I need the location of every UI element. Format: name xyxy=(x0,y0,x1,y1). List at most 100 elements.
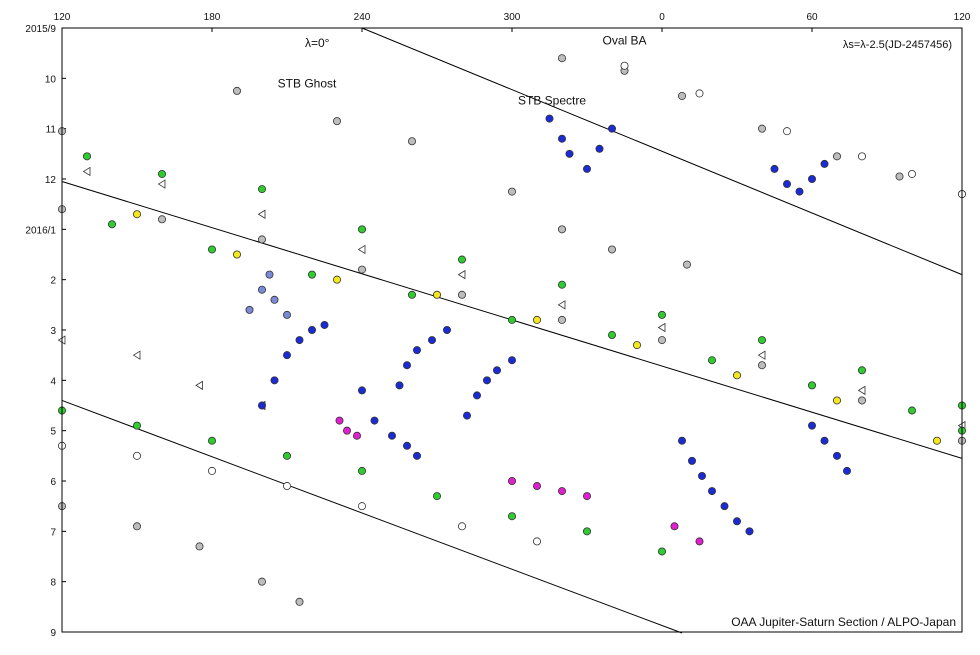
data-point xyxy=(533,315,542,324)
data-point-triangle xyxy=(132,350,141,360)
x-tick-labels: 120180240300060120180 xyxy=(54,12,971,23)
data-point xyxy=(683,260,692,269)
data-point xyxy=(708,487,717,496)
data-point xyxy=(207,466,216,475)
data-point xyxy=(733,371,742,380)
data-point xyxy=(820,436,829,445)
plot-frame xyxy=(61,27,963,633)
credit-label: OAA Jupiter-Saturn Section / ALPO-Japan xyxy=(731,615,956,629)
data-point xyxy=(370,416,379,425)
y-tick-label: 4 xyxy=(50,376,56,387)
data-points xyxy=(57,54,967,606)
data-point xyxy=(820,159,829,168)
data-point xyxy=(558,487,567,496)
data-point xyxy=(83,152,92,161)
data-point xyxy=(708,356,717,365)
data-point xyxy=(307,270,316,279)
formula-label: λs=λ-2.5(JD-2457456) xyxy=(843,39,952,51)
x-tick-label: 300 xyxy=(504,12,521,23)
data-point xyxy=(332,275,341,284)
data-point xyxy=(457,255,466,264)
y-tick-label: 10 xyxy=(45,74,57,85)
data-point xyxy=(533,537,542,546)
data-point xyxy=(457,290,466,299)
data-point xyxy=(558,280,567,289)
data-point xyxy=(335,416,344,425)
x-tick-label: 180 xyxy=(204,12,221,23)
data-point xyxy=(558,54,567,63)
data-point xyxy=(583,492,592,501)
data-point xyxy=(257,401,266,410)
data-point xyxy=(858,152,867,161)
data-point xyxy=(688,456,697,465)
y-tick-label: 6 xyxy=(50,477,56,488)
data-point xyxy=(758,361,767,370)
data-point xyxy=(545,114,554,123)
data-point xyxy=(395,381,404,390)
data-point xyxy=(332,117,341,126)
data-point xyxy=(758,336,767,345)
y-tick-label: 8 xyxy=(50,578,56,589)
data-point xyxy=(412,346,421,355)
data-point xyxy=(282,310,291,319)
lambda-zero-label: λ=0° xyxy=(305,36,330,50)
data-point xyxy=(745,527,754,536)
annotation-label: STB Spectre xyxy=(518,94,586,108)
data-point xyxy=(407,137,416,146)
data-point-triangle xyxy=(657,322,666,333)
reference-line xyxy=(61,399,683,634)
y-tick-label: 11 xyxy=(46,125,57,136)
data-point xyxy=(695,537,704,546)
x-tick-label: 60 xyxy=(806,12,818,23)
data-point xyxy=(432,290,441,299)
data-point xyxy=(698,471,707,480)
data-point xyxy=(533,482,542,491)
data-point xyxy=(282,351,291,360)
data-point xyxy=(282,482,291,491)
data-point xyxy=(808,174,817,183)
data-point xyxy=(282,451,291,460)
data-point xyxy=(507,512,516,521)
data-point xyxy=(758,124,767,133)
data-point xyxy=(492,366,501,375)
data-point xyxy=(678,91,687,100)
data-point xyxy=(608,124,617,133)
data-point-triangle xyxy=(757,350,766,360)
data-point xyxy=(108,220,117,229)
data-point xyxy=(858,396,867,405)
data-point xyxy=(357,225,366,234)
data-point xyxy=(357,265,366,274)
reference-line xyxy=(361,27,963,276)
y-tick-label: 5 xyxy=(50,427,56,438)
data-point xyxy=(558,315,567,324)
data-point xyxy=(195,542,204,551)
data-point xyxy=(257,235,266,244)
data-point xyxy=(132,210,141,219)
x-tick-label: 240 xyxy=(354,12,371,23)
data-point xyxy=(357,502,366,511)
data-point-triangle xyxy=(857,385,866,396)
data-point xyxy=(808,421,817,430)
data-point xyxy=(432,492,441,501)
data-point xyxy=(558,134,567,143)
data-point xyxy=(132,451,141,460)
data-point xyxy=(833,396,842,405)
data-point-triangle xyxy=(257,209,266,219)
data-point xyxy=(387,431,396,440)
reference-lines xyxy=(61,27,963,634)
data-point xyxy=(558,225,567,234)
data-point xyxy=(402,441,411,450)
data-point xyxy=(270,376,279,385)
x-tick-label: 120 xyxy=(954,12,971,23)
data-point-triangle xyxy=(157,179,166,189)
data-point xyxy=(608,331,617,340)
data-point xyxy=(157,169,166,178)
data-point-triangle xyxy=(457,269,466,280)
y-tick-label: 2 xyxy=(50,276,56,287)
data-point xyxy=(207,436,216,445)
data-point xyxy=(833,152,842,161)
data-point xyxy=(295,597,304,606)
data-point xyxy=(457,522,466,531)
y-tick-label: 2016/1 xyxy=(25,225,56,236)
